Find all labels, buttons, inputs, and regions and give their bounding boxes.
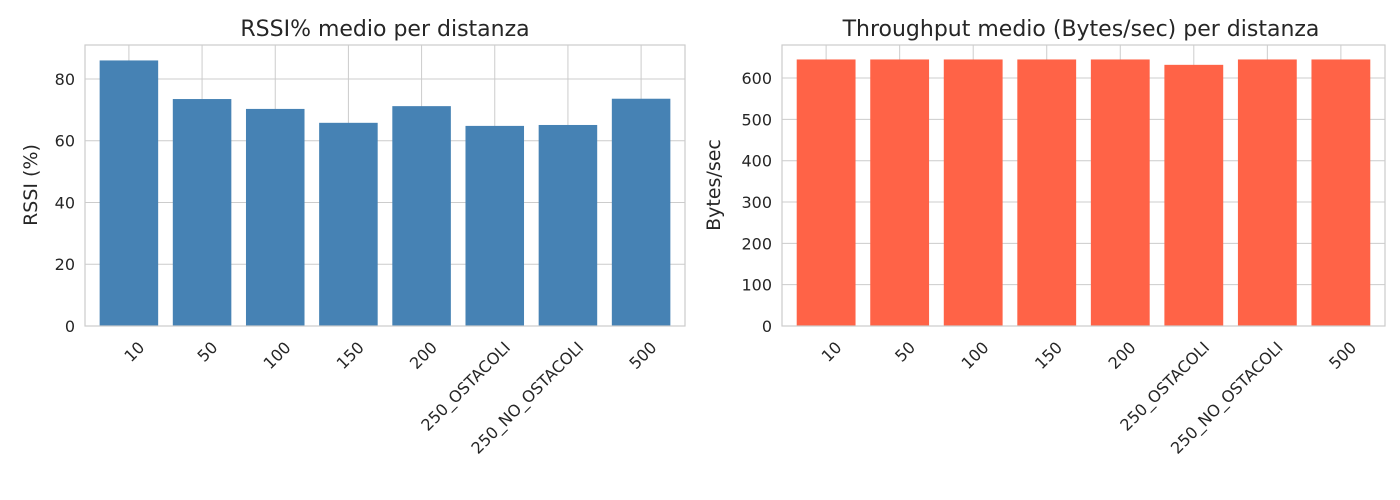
y-tick-label: 0 (65, 317, 75, 336)
bar (1237, 59, 1297, 327)
bar (1164, 64, 1224, 326)
y-tick-label: 20 (55, 255, 75, 274)
x-tick-label: 100 (957, 338, 992, 373)
bar (1090, 59, 1150, 327)
y-tick-label: 500 (741, 110, 772, 129)
x-tick-label: 200 (406, 338, 441, 373)
y-tick-label: 600 (741, 69, 772, 88)
x-tick-label: 100 (260, 338, 295, 373)
y-axis-label: RSSI (%) (20, 144, 42, 226)
bar (538, 124, 598, 326)
plot-frame (781, 44, 1386, 327)
bar (611, 98, 671, 326)
bar (1311, 59, 1371, 327)
y-tick-label: 100 (741, 276, 772, 295)
y-tick-label: 300 (741, 193, 772, 212)
bar (99, 60, 159, 326)
x-tick-label: 50 (891, 338, 919, 366)
bar (245, 108, 305, 327)
y-tick-label: 0 (762, 317, 772, 336)
x-tick-label: 200 (1105, 338, 1140, 373)
y-tick-label: 400 (741, 152, 772, 171)
x-tick-label: 10 (818, 338, 846, 366)
chart-title: RSSI% medio per distanza (240, 17, 529, 42)
y-tick-label: 200 (741, 234, 772, 253)
y-tick-label: 60 (55, 132, 75, 151)
rssi-chart: RSSI% medio per distanza RSSI (%) 0 20 40 6… (20, 17, 686, 458)
bar (796, 59, 856, 327)
x-tick-label: 500 (625, 338, 660, 373)
y-tick-label: 40 (55, 193, 75, 212)
bar (319, 122, 378, 326)
y-tick-label: 80 (55, 70, 75, 89)
x-tick-label: 150 (333, 338, 368, 373)
bar (1017, 59, 1077, 327)
y-axis-label: Bytes/sec (703, 139, 725, 231)
x-tick-label: 50 (194, 338, 222, 366)
chart-title: Throughput medio (Bytes/sec) per distanz… (842, 17, 1320, 42)
x-tick-label: 500 (1325, 338, 1360, 373)
throughput-chart: Throughput medio (Bytes/sec) per distanz… (703, 17, 1386, 458)
bar (392, 106, 451, 326)
plot-frame (84, 44, 686, 327)
x-tick-label: 10 (120, 338, 148, 366)
bar (870, 59, 930, 327)
bar (172, 99, 232, 327)
x-tick-label: 150 (1031, 338, 1066, 373)
bar (943, 59, 1003, 327)
bar (465, 125, 525, 327)
